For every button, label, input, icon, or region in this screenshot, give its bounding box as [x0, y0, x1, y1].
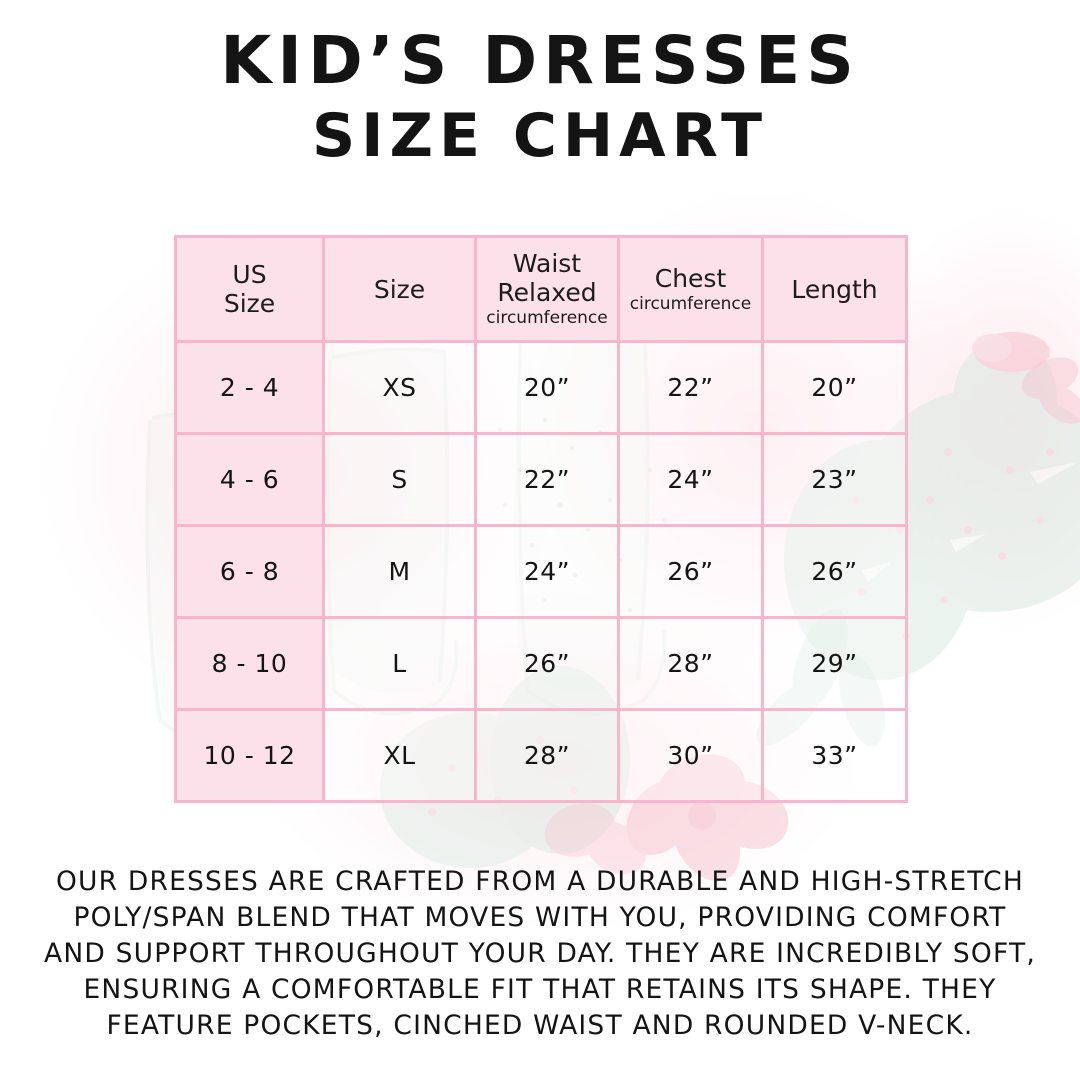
cell-us-size: 2 - 4: [174, 340, 325, 435]
cell-us-size-value: 10 - 12: [203, 741, 296, 770]
cell-size: XS: [322, 340, 477, 435]
description-line-5: FEATURE POCKETS, CINCHED WAIST AND ROUND…: [106, 1010, 974, 1041]
cell-waist: 28”: [474, 708, 620, 803]
cell-chest: 26”: [617, 524, 764, 619]
title-line-primary: KID’S DRESSES: [220, 22, 860, 99]
column-header-size-label: Size: [373, 274, 426, 304]
table-body: 2 - 4 XS 20” 22” 20” 4 - 6 S 22” 24” 23”…: [174, 340, 908, 803]
table-row: 8 - 10 L 26” 28” 29”: [174, 616, 908, 711]
column-header-chest-label: Chest: [654, 263, 727, 293]
cell-waist-value: 26”: [523, 649, 571, 678]
cell-us-size-value: 6 - 8: [219, 557, 280, 586]
cell-chest-value: 24”: [667, 465, 714, 494]
description-line-3: AND SUPPORT THROUGHOUT YOUR DAY. THEY AR…: [44, 938, 1036, 969]
cell-waist-value: 22”: [523, 465, 571, 494]
cell-size: XL: [322, 708, 477, 803]
cell-us-size: 6 - 8: [174, 524, 325, 619]
size-chart-table: US Size Size Waist Relaxed circumference…: [174, 235, 908, 803]
table-row: 2 - 4 XS 20” 22” 20”: [174, 340, 908, 435]
cell-size-value: XL: [383, 741, 416, 770]
size-chart-table-container: US Size Size Waist Relaxed circumference…: [174, 235, 908, 803]
cell-chest-value: 30”: [667, 741, 714, 770]
cell-us-size: 4 - 6: [174, 432, 325, 527]
cell-chest: 22”: [617, 340, 764, 435]
column-header-length-label: Length: [791, 274, 878, 304]
column-header-us-size-line2: Size: [223, 289, 276, 318]
cell-waist-value: 28”: [523, 741, 571, 770]
cell-length: 20”: [761, 340, 908, 435]
cell-size: L: [322, 616, 477, 711]
cell-chest-value: 22”: [667, 373, 714, 402]
column-header-size: Size: [322, 235, 477, 343]
cell-waist: 26”: [474, 616, 620, 711]
cell-length: 23”: [761, 432, 908, 527]
column-header-us-size-line1: US: [232, 260, 267, 289]
column-header-length: Length: [761, 235, 908, 343]
cell-waist-value: 24”: [523, 557, 571, 586]
cell-length-value: 29”: [811, 649, 858, 678]
cell-us-size-value: 8 - 10: [211, 649, 288, 678]
page-title: KID’S DRESSES SIZE CHART: [0, 22, 1080, 171]
cell-chest-value: 28”: [667, 649, 714, 678]
cell-size-value: XS: [382, 373, 417, 402]
cell-us-size-value: 4 - 6: [219, 465, 280, 494]
cell-waist-value: 20”: [523, 373, 571, 402]
cell-size: S: [322, 432, 477, 527]
table-row: 6 - 8 M 24” 26” 26”: [174, 524, 908, 619]
cell-length: 33”: [761, 708, 908, 803]
title-line-secondary: SIZE CHART: [311, 101, 769, 171]
cell-length-value: 23”: [811, 465, 858, 494]
column-header-chest-sublabel: circumference: [629, 293, 752, 314]
cell-us-size: 10 - 12: [174, 708, 325, 803]
column-header-waist-line2: Relaxed: [497, 278, 597, 308]
product-description: OUR DRESSES ARE CRAFTED FROM A DURABLE A…: [40, 864, 1040, 1044]
cell-length: 29”: [761, 616, 908, 711]
cell-waist: 24”: [474, 524, 620, 619]
cell-length-value: 33”: [811, 741, 858, 770]
cell-length-value: 20”: [811, 373, 858, 402]
cell-chest-value: 26”: [667, 557, 714, 586]
cell-length: 26”: [761, 524, 908, 619]
column-header-waist: Waist Relaxed circumference: [474, 235, 620, 343]
cell-chest: 30”: [617, 708, 764, 803]
cell-us-size-value: 2 - 4: [219, 373, 280, 402]
column-header-us-size: US Size: [174, 235, 325, 343]
cell-size: M: [322, 524, 477, 619]
cell-size-value: M: [388, 557, 411, 586]
cell-size-value: S: [391, 465, 408, 494]
description-line-1: OUR DRESSES ARE CRAFTED FROM A DURABLE A…: [55, 866, 1024, 897]
table-row: 4 - 6 S 22” 24” 23”: [174, 432, 908, 527]
cell-us-size: 8 - 10: [174, 616, 325, 711]
cell-size-value: L: [392, 649, 407, 678]
cell-waist: 20”: [474, 340, 620, 435]
column-header-chest: Chest circumference: [617, 235, 764, 343]
table-header: US Size Size Waist Relaxed circumference…: [174, 235, 908, 343]
description-line-2: POLY/SPAN BLEND THAT MOVES WITH YOU, PRO…: [73, 902, 1007, 933]
column-header-waist-sublabel: circumference: [486, 308, 608, 329]
cell-waist: 22”: [474, 432, 620, 527]
column-header-waist-line1: Waist: [512, 249, 582, 279]
cell-length-value: 26”: [811, 557, 858, 586]
cell-chest: 28”: [617, 616, 764, 711]
description-line-4: ENSURING A COMFORTABLE FIT THAT RETAINS …: [83, 974, 997, 1005]
table-header-row: US Size Size Waist Relaxed circumference…: [174, 235, 908, 343]
cell-chest: 24”: [617, 432, 764, 527]
table-row: 10 - 12 XL 28” 30” 33”: [174, 708, 908, 803]
